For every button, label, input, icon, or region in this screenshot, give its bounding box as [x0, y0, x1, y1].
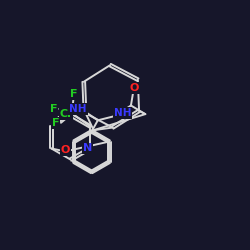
Text: Cl: Cl: [60, 109, 72, 119]
Text: F: F: [50, 104, 58, 114]
Text: N: N: [83, 144, 92, 154]
Text: F: F: [52, 118, 59, 128]
Text: F: F: [70, 89, 77, 99]
Text: NH: NH: [114, 108, 131, 118]
Text: NH: NH: [69, 104, 87, 114]
Text: O: O: [60, 146, 70, 156]
Text: O: O: [130, 83, 139, 93]
